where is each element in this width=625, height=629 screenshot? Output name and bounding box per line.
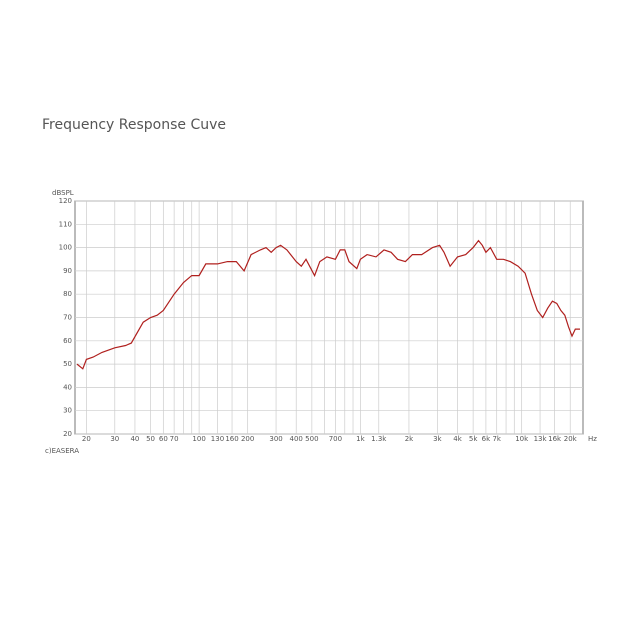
x-tick-label: 50 bbox=[146, 435, 155, 443]
x-tick-label: 20k bbox=[564, 435, 578, 443]
x-tick-label: 2k bbox=[405, 435, 414, 443]
x-tick-label: 20 bbox=[82, 435, 91, 443]
y-tick-label: 90 bbox=[63, 267, 72, 275]
watermark: c)EASERA bbox=[45, 447, 79, 455]
x-tick-label: 100 bbox=[192, 435, 205, 443]
x-tick-label: 200 bbox=[241, 435, 254, 443]
y-tick-label: 20 bbox=[63, 430, 72, 438]
y-tick-label: 40 bbox=[63, 383, 72, 391]
y-tick-label: 100 bbox=[59, 244, 72, 252]
x-tick-label: 3k bbox=[433, 435, 442, 443]
y-tick-label: 120 bbox=[59, 197, 72, 205]
x-tick-label: 130 bbox=[211, 435, 224, 443]
x-tick-label: 500 bbox=[305, 435, 318, 443]
x-tick-label: 70 bbox=[170, 435, 179, 443]
x-tick-label: 1.3k bbox=[371, 435, 387, 443]
y-tick-label: 60 bbox=[63, 337, 72, 345]
x-axis-label: Hz bbox=[588, 435, 597, 443]
x-tick-label: 300 bbox=[269, 435, 282, 443]
y-tick-label: 50 bbox=[63, 360, 72, 368]
page-title: Frequency Response Cuve bbox=[42, 117, 226, 133]
x-tick-label: 4k bbox=[453, 435, 462, 443]
x-tick-label: 60 bbox=[159, 435, 168, 443]
y-tick-label: 30 bbox=[63, 407, 72, 415]
x-tick-label: 40 bbox=[130, 435, 139, 443]
x-tick-label: 6k bbox=[482, 435, 491, 443]
x-tick-label: 160 bbox=[225, 435, 238, 443]
x-tick-label: 10k bbox=[515, 435, 529, 443]
x-tick-label: 16k bbox=[548, 435, 562, 443]
y-axis-label: dBSPL bbox=[52, 189, 74, 197]
x-tick-label: 1k bbox=[356, 435, 365, 443]
x-tick-label: 7k bbox=[492, 435, 501, 443]
x-tick-label: 30 bbox=[110, 435, 119, 443]
y-tick-label: 80 bbox=[63, 290, 72, 298]
x-tick-label: 400 bbox=[290, 435, 303, 443]
x-tick-label: 5k bbox=[469, 435, 478, 443]
response-curve bbox=[76, 239, 580, 370]
x-tick-label: 700 bbox=[329, 435, 342, 443]
y-tick-label: 110 bbox=[59, 220, 72, 228]
x-tick-label: 13k bbox=[534, 435, 548, 443]
y-tick-label: 70 bbox=[63, 314, 72, 322]
